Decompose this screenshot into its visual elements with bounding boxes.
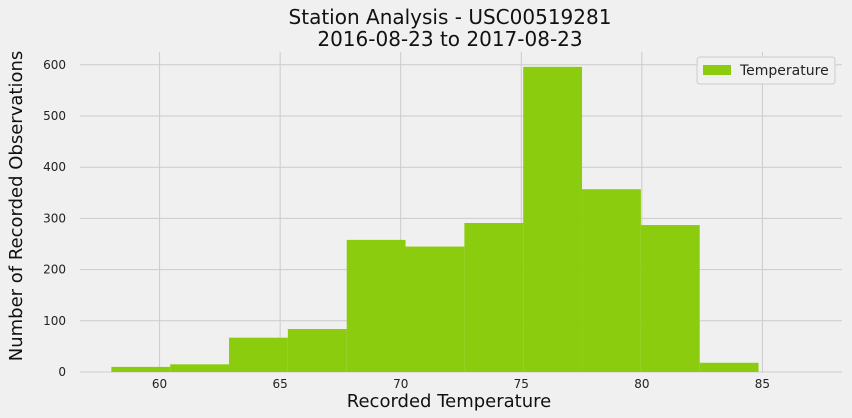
- y-tick-label: 200: [43, 263, 66, 277]
- x-tick-label: 65: [273, 377, 288, 391]
- x-axis-label: Recorded Temperature: [347, 391, 551, 412]
- histogram-bar: [229, 337, 288, 372]
- histogram-bars: [111, 66, 759, 373]
- histogram-bar: [582, 189, 641, 372]
- legend: Temperature: [696, 56, 836, 85]
- x-tick-label: 75: [514, 377, 529, 391]
- histogram-bar: [699, 362, 759, 372]
- y-axis-ticks: 0 100 200 300 400 500 600: [43, 58, 66, 379]
- histogram-bar: [170, 364, 230, 372]
- y-tick-label: 400: [43, 160, 66, 174]
- y-tick-label: 500: [43, 109, 66, 123]
- histogram-bar: [464, 223, 524, 372]
- y-axis-label: Number of Recorded Observations: [6, 51, 27, 362]
- histogram-bar: [523, 66, 583, 373]
- y-tick-label: 100: [43, 314, 66, 328]
- chart-title: Station Analysis - USC00519281: [289, 5, 612, 29]
- x-tick-label: 85: [755, 377, 770, 391]
- legend-swatch: [703, 65, 731, 75]
- histogram-bar: [640, 225, 700, 372]
- y-tick-label: 300: [43, 211, 66, 225]
- histogram-bar: [346, 239, 406, 372]
- x-tick-label: 80: [634, 377, 649, 391]
- y-tick-label: 600: [43, 58, 66, 72]
- legend-box: [696, 56, 836, 85]
- x-axis-ticks: 60 65 70 75 80 85: [152, 377, 770, 391]
- chart-subtitle: 2016-08-23 to 2017-08-23: [317, 27, 582, 51]
- x-tick-label: 70: [393, 377, 408, 391]
- histogram-bar: [287, 328, 347, 372]
- x-tick-label: 60: [152, 377, 167, 391]
- legend-label: Temperature: [739, 63, 829, 79]
- histogram-bar: [111, 366, 171, 372]
- histogram-bar: [405, 246, 465, 372]
- y-tick-label: 0: [58, 365, 66, 379]
